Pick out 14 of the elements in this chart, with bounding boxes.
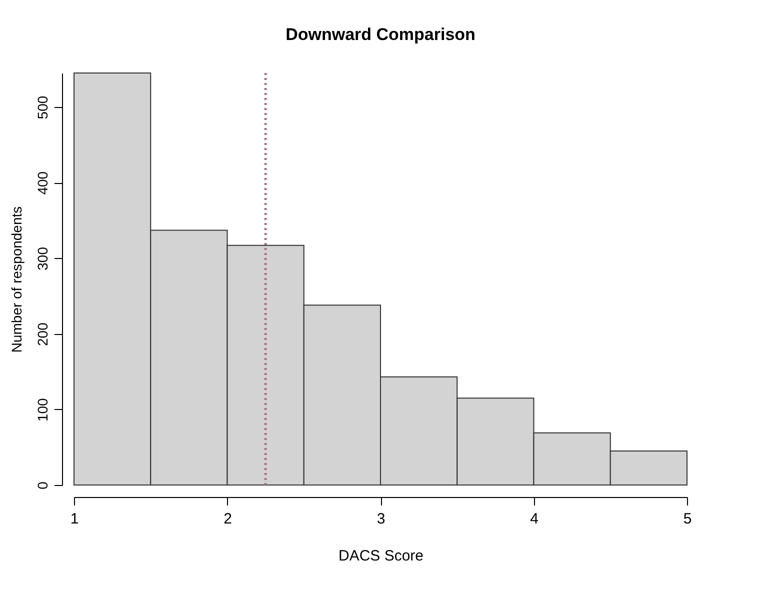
x-tick-label: 1 <box>70 510 79 528</box>
y-tick-label: 200 <box>34 322 50 346</box>
chart-title: Downward Comparison <box>286 24 476 44</box>
y-axis-title: Number of respondents <box>8 206 24 353</box>
y-tick-label: 500 <box>34 96 50 120</box>
x-tick-label: 2 <box>224 510 232 528</box>
x-tick-label: 4 <box>530 510 538 528</box>
x-axis-title: DACS Score <box>338 548 424 564</box>
y-tick-label: 0 <box>34 481 50 490</box>
x-tick-label: 5 <box>683 510 692 528</box>
x-tick-label: 3 <box>376 510 386 528</box>
y-tick-label: 400 <box>34 171 50 195</box>
y-tick-label: 100 <box>34 398 50 422</box>
y-tick-label: 300 <box>34 246 50 270</box>
